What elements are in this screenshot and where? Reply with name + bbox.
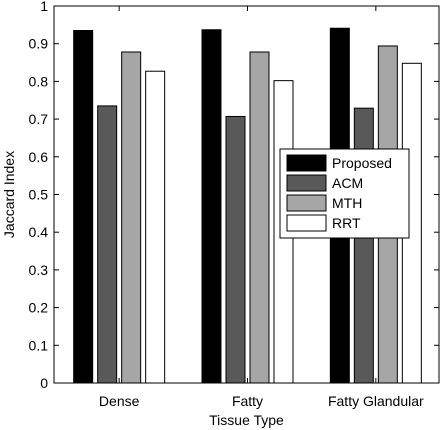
y-tick-label: 0.3 (29, 262, 49, 278)
y-tick-label: 0.7 (29, 111, 49, 127)
y-tick-label: 0.5 (29, 187, 49, 203)
y-tick-label: 0.6 (29, 149, 49, 165)
bar-acm-dense (98, 106, 117, 383)
y-axis-label: Jaccard Index (1, 151, 17, 238)
legend-swatch-rrt (287, 215, 326, 231)
legend-swatch-acm (287, 175, 326, 191)
legend-label-rrt: RRT (332, 215, 361, 231)
x-axis-label: Tissue Type (209, 412, 284, 428)
y-tick-label: 0 (40, 375, 48, 391)
legend-swatch-proposed (287, 155, 326, 171)
y-tick-label: 0.4 (29, 224, 49, 240)
y-tick-label: 0.1 (29, 337, 49, 353)
y-tick-label: 0.8 (29, 73, 49, 89)
bar-mth-dense (122, 52, 141, 383)
legend-label-mth: MTH (332, 195, 362, 211)
y-tick-label: 0.2 (29, 300, 49, 316)
legend: Proposed ACM MTH RRT (280, 149, 409, 238)
legend-label-proposed: Proposed (332, 155, 392, 171)
bar-proposed-fatty (202, 30, 221, 383)
x-tick-label: Dense (99, 393, 140, 409)
legend-label-acm: ACM (332, 175, 363, 191)
bar-acm-fatty (226, 116, 245, 383)
x-tick-label: Fatty Glandular (328, 393, 424, 409)
x-tick-label: Fatty (232, 393, 263, 409)
bar-proposed-dense (74, 31, 93, 383)
bar-mth-fatty (250, 52, 269, 383)
bar-rrt-dense (146, 71, 165, 383)
legend-swatch-mth (287, 195, 326, 211)
y-tick-label: 1 (40, 0, 48, 14)
y-tick-label: 0.9 (29, 36, 49, 52)
